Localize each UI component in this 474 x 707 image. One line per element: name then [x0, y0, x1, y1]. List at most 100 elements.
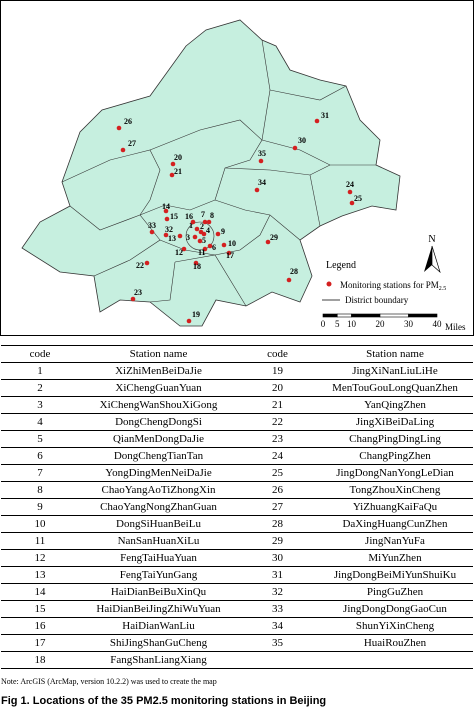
- station-dot: [163, 232, 169, 238]
- station-name-cell: FangShanLiangXiang: [79, 651, 238, 669]
- station-label: 30: [298, 136, 306, 145]
- north-arrow-left: [424, 246, 432, 272]
- station-name-cell: FengTaiHuaYuan: [79, 549, 238, 567]
- station-name-cell: ShunYiXinCheng: [317, 617, 473, 635]
- code-cell: 30: [238, 549, 317, 567]
- scale-label: 0: [321, 319, 326, 329]
- code-cell: 20: [238, 379, 317, 397]
- table-row: 1 XiZhiMenBeiDaJie 19 JingXiNanLiuLiHe: [1, 362, 473, 380]
- scale-label: 20: [376, 319, 386, 329]
- station-name-cell: MiYunZhen: [317, 549, 473, 567]
- scale-label: 40: [433, 319, 443, 329]
- note: Note: ArcGIS (ArcMap, version 10.2.2) wa…: [1, 677, 217, 686]
- station-name-cell: JingDongNanYongLeDian: [317, 464, 473, 482]
- table-row: 7 YongDingMenNeiDaJie 25 JingDongNanYongLeD…: [1, 464, 473, 482]
- station-label: 20: [174, 153, 182, 162]
- legend-station-text: Monitoring stations for PM: [340, 280, 439, 290]
- code-cell: 33: [238, 600, 317, 618]
- code-cell: 8: [1, 481, 79, 499]
- station-label: 13: [168, 234, 176, 243]
- station-name-cell: DaXingHuangCunZhen: [317, 515, 473, 533]
- station-name-cell: YanQingZhen: [317, 396, 473, 414]
- station-dot: [190, 219, 196, 225]
- header-cell: Station name: [317, 345, 473, 363]
- code-cell: 1: [1, 362, 79, 380]
- station-dot: [169, 172, 175, 178]
- code-cell: 31: [238, 566, 317, 584]
- code-cell: 21: [238, 396, 317, 414]
- station-dot: [120, 147, 126, 153]
- legend-station-symbol: [326, 281, 332, 287]
- code-cell: 23: [238, 430, 317, 448]
- station-dot: [221, 242, 227, 248]
- station-label: 29: [270, 233, 278, 242]
- north-label: N: [428, 234, 435, 245]
- table-row: 10 DongSiHuanBeiLu 28 DaXingHuangCunZhen: [1, 515, 473, 533]
- station-name-cell: ChaoYangAoTiZhongXin: [79, 481, 238, 499]
- station-dot: [347, 189, 353, 195]
- station-name-cell: XiZhiMenBeiDaJie: [79, 362, 238, 380]
- code-cell: 27: [238, 498, 317, 516]
- station-dot: [202, 219, 208, 225]
- station-label: 21: [174, 167, 182, 176]
- station-dot: [226, 250, 232, 256]
- station-dot: [258, 158, 264, 164]
- code-cell: 35: [238, 634, 317, 652]
- code-cell: 17: [1, 634, 79, 652]
- station-label: 2: [200, 222, 204, 231]
- station-name-cell: JingXiBeiDaLing: [317, 413, 473, 431]
- table-row: 2 XiChengGuanYuan 20 MenTouGouLongQuanZhen: [1, 379, 473, 397]
- table-row: 4 DongChengDongSi 22 JingXiBeiDaLing: [1, 413, 473, 431]
- station-label: 11: [198, 248, 206, 257]
- station-dot: [177, 233, 183, 239]
- station-dot: [144, 260, 150, 266]
- station-name-cell: XiChengGuanYuan: [79, 379, 238, 397]
- station-label: 24: [346, 180, 354, 189]
- code-cell: 28: [238, 515, 317, 533]
- header-cell: code: [1, 345, 79, 363]
- station-name-cell: XiChengWanShouXiGong: [79, 396, 238, 414]
- header-cell: Station name: [79, 345, 238, 363]
- station-name-cell: HaiDianBeiBuXinQu: [79, 583, 238, 601]
- station-dot: [193, 260, 199, 266]
- station-name-cell: JingXiNanLiuLiHe: [317, 362, 473, 380]
- station-name-cell: QianMenDongDaJie: [79, 430, 238, 448]
- station-dot: [170, 161, 176, 167]
- scale-segment: [336, 313, 352, 318]
- code-cell: 14: [1, 583, 79, 601]
- station-dot: [254, 187, 260, 193]
- code-cell: 25: [238, 464, 317, 482]
- station-dot: [265, 239, 271, 245]
- station-name-cell: [317, 651, 473, 669]
- table-row: 9 ChaoYangNongZhanGuan 27 YiZhuangKaiFaQu: [1, 498, 473, 516]
- station-label: 22: [136, 261, 144, 270]
- station-name-cell: TongZhouXinCheng: [317, 481, 473, 499]
- beijing-outline: [21, 19, 401, 327]
- station-label: 28: [290, 267, 298, 276]
- table-row: 8 ChaoYangAoTiZhongXin 26 TongZhouXinCheng: [1, 481, 473, 499]
- station-name-cell: HaiDianWanLiu: [79, 617, 238, 635]
- station-name-cell: HaiDianBeiJingZhiWuYuan: [79, 600, 238, 618]
- station-dot: [206, 219, 212, 225]
- table-row: 5 QianMenDongDaJie 23 ChangPingDingLing: [1, 430, 473, 448]
- station-dot: [215, 231, 221, 237]
- table-row: 13 FengTaiYunGang 31 JingDongBeiMiYunShuiKu: [1, 566, 473, 584]
- station-name-cell: MenTouGouLongQuanZhen: [317, 379, 473, 397]
- station-dot: [194, 226, 200, 232]
- station-label: 10: [228, 239, 236, 248]
- code-cell: 10: [1, 515, 79, 533]
- code-cell: 26: [238, 481, 317, 499]
- station-name-cell: FengTaiYunGang: [79, 566, 238, 584]
- station-label: 17: [226, 251, 234, 260]
- station-name-cell: ShiJingShanGuCheng: [79, 634, 238, 652]
- code-cell: 32: [238, 583, 317, 601]
- header-cell: code: [238, 345, 317, 363]
- code-cell: 3: [1, 396, 79, 414]
- table-row: 6 DongChengTianTan 24 ChangPingZhen: [1, 447, 473, 465]
- table-row: 15 HaiDianBeiJingZhiWuYuan 33 JingDongDongG…: [1, 600, 473, 618]
- code-cell: 12: [1, 549, 79, 567]
- station-name-cell: PingGuZhen: [317, 583, 473, 601]
- code-cell: 29: [238, 532, 317, 550]
